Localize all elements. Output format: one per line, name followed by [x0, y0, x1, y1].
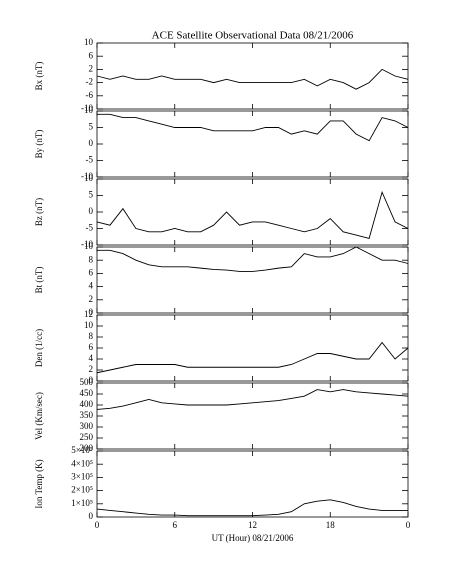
y-tick-label: -6: [86, 90, 94, 100]
y-tick-label: 300: [80, 421, 94, 431]
y-tick-label: 500: [80, 377, 94, 387]
y-tick-label: 6: [89, 50, 94, 60]
panel-frame: [96, 246, 409, 314]
chart-title: ACE Satellite Observational Data 08/21/2…: [152, 30, 354, 42]
x-tick-label: 0: [95, 520, 100, 530]
y-tick-label: 2×10⁵: [71, 485, 93, 495]
y-axis-label: Bx (nT): [34, 62, 44, 91]
data-line: [97, 113, 409, 142]
y-tick-label: 0: [89, 375, 94, 385]
y-tick-label: -10: [81, 171, 93, 181]
y-tick-label: 350: [80, 410, 94, 420]
y-tick-label: -2: [86, 77, 94, 87]
x-tick-label: 0: [406, 520, 411, 530]
y-tick-label: 2: [89, 364, 94, 374]
y-tick-label: 10: [84, 105, 94, 115]
y-tick-label: 1×10⁵: [71, 498, 93, 508]
y-axis-label: Den (1/cc): [34, 329, 44, 367]
y-tick-label: 6: [89, 342, 94, 352]
y-tick-label: 2: [89, 63, 94, 73]
y-tick-label: -5: [86, 223, 94, 233]
data-line: [96, 499, 408, 517]
panel-frame: [96, 178, 409, 246]
y-tick-label: 0: [89, 511, 94, 521]
y-tick-label: 250: [80, 432, 94, 442]
y-tick-label: 200: [80, 443, 94, 453]
y-tick-label: 8: [89, 254, 94, 264]
x-tick-label: 12: [248, 520, 257, 530]
data-line: [96, 190, 409, 239]
y-tick-label: 5×10⁵: [71, 445, 93, 455]
y-tick-label: 2: [89, 294, 94, 304]
y-tick-label: 5: [89, 190, 94, 200]
y-tick-label: 10: [84, 320, 94, 330]
y-axis-label: Bt (nT): [34, 267, 44, 294]
y-tick-label: 4: [89, 281, 94, 291]
y-axis-label: Ion Temp (K): [34, 459, 44, 508]
panel-frame: [96, 42, 409, 110]
y-tick-label: -10: [81, 103, 93, 113]
y-tick-label: -5: [86, 155, 94, 165]
y-tick-label: 10: [84, 37, 94, 47]
y-tick-label: 12: [84, 309, 93, 319]
y-axis-label: Vel (Km/sec): [34, 392, 44, 440]
y-tick-label: 450: [80, 388, 94, 398]
y-tick-label: -10: [81, 239, 93, 249]
x-tick-label: 18: [326, 520, 336, 530]
y-tick-label: 0: [89, 206, 94, 216]
y-tick-label: 3×10⁵: [71, 471, 93, 481]
y-tick-label: 5: [89, 122, 94, 132]
y-axis-label: By (nT): [34, 130, 44, 159]
y-tick-label: 400: [80, 399, 94, 409]
y-tick-label: 10: [84, 173, 94, 183]
data-line: [97, 246, 409, 272]
y-tick-label: 4×10⁵: [71, 458, 93, 468]
y-tick-label: 4: [89, 353, 94, 363]
x-axis-label: UT (Hour) 08/21/2006: [212, 533, 294, 543]
y-axis-label: Bz (nT): [34, 198, 44, 226]
data-line: [96, 341, 409, 374]
data-line: [96, 68, 409, 90]
panel-frame: [96, 314, 409, 382]
x-tick-label: 6: [173, 520, 178, 530]
y-tick-label: 10: [84, 241, 94, 251]
y-tick-label: 0: [89, 138, 94, 148]
y-tick-label: 0: [89, 307, 94, 317]
y-tick-label: 8: [89, 331, 94, 341]
panel-frame: [96, 110, 409, 178]
panel-frame: [96, 382, 409, 450]
y-tick-label: 6: [89, 267, 94, 277]
data-line: [96, 389, 409, 410]
